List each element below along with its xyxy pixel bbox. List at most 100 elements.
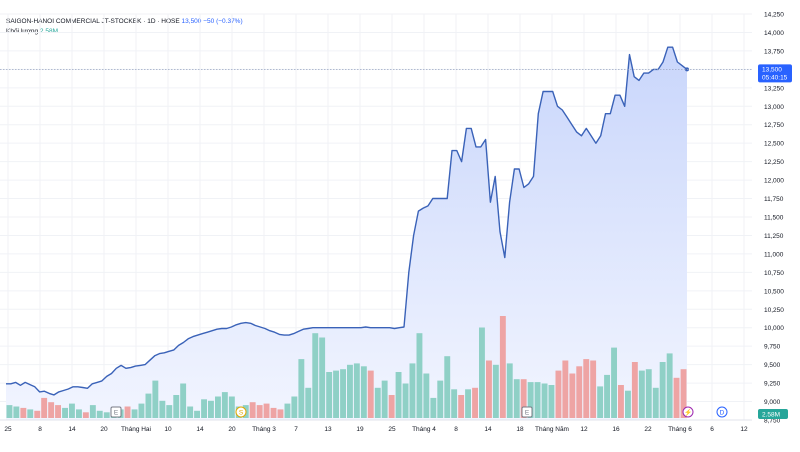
- earnings-icon[interactable]: [521, 406, 533, 418]
- volume-legend: Khối lượng 2.58M: [6, 28, 58, 35]
- volume-bar: [465, 389, 471, 418]
- volume-bar: [430, 397, 437, 418]
- x-tick-label: Tháng 6: [668, 426, 692, 433]
- y-tick-label: 9,750: [764, 344, 781, 351]
- x-tick-label: 25: [388, 426, 396, 433]
- x-tick-label: 18: [516, 426, 524, 433]
- event-marker-label: E: [114, 410, 119, 417]
- volume-bar: [270, 407, 277, 418]
- flash-icon[interactable]: [682, 406, 694, 418]
- volume-bar: [638, 370, 645, 418]
- y-tick-label: 13,750: [764, 48, 784, 55]
- y-tick-label: 8,750: [764, 418, 781, 425]
- volume-bar: [541, 383, 548, 418]
- price-line: [6, 46, 688, 396]
- volume-bar: [416, 333, 423, 418]
- y-tick-label: 10,250: [764, 307, 784, 314]
- x-tick-label: 14: [68, 426, 76, 433]
- volume-bar: [472, 387, 478, 418]
- y-tick-label: 9,500: [764, 362, 781, 369]
- volume-bar: [326, 372, 333, 418]
- price-badge[interactable]: [758, 64, 792, 83]
- volume-bar: [534, 382, 541, 418]
- volume-bar: [263, 403, 270, 418]
- volume-bar: [611, 347, 617, 418]
- volume-bar: [249, 402, 256, 418]
- volume-bar: [319, 337, 326, 418]
- volume-bar: [597, 386, 604, 418]
- volume-bar: [625, 390, 631, 418]
- split-icon[interactable]: [235, 406, 247, 418]
- volume-bar: [506, 363, 513, 418]
- x-tick-label: 16: [612, 426, 620, 433]
- volume-bar: [562, 360, 569, 418]
- y-tick-label: 10,500: [764, 288, 784, 295]
- x-tick-label: 19: [356, 426, 364, 433]
- volume-bar: [374, 387, 381, 418]
- volume-bar: [367, 370, 374, 418]
- volume-bar: [652, 387, 659, 418]
- symbol-title: SAIGON-HANOI COMMERCIAL JT-STOCKBK · 1D …: [6, 18, 180, 25]
- volume-bar: [194, 410, 200, 418]
- volume-bar: [221, 392, 228, 418]
- volume-bar: [6, 405, 13, 418]
- y-tick-label: 11,250: [764, 233, 784, 240]
- price-badge-value: 13,500: [762, 66, 782, 73]
- volume-bar: [423, 373, 430, 418]
- volume-bar: [666, 353, 673, 418]
- volume-bar: [159, 400, 166, 418]
- x-tick-label: 12: [740, 426, 748, 433]
- volume-bar: [673, 377, 680, 418]
- symbol-header: SAIGON-HANOI COMMERCIAL JT-STOCKBK · 1D …: [6, 18, 243, 25]
- volume-bar: [645, 369, 652, 418]
- last-price: 13,500: [181, 18, 202, 25]
- volume-bar: [395, 372, 402, 418]
- earnings-icon[interactable]: [110, 406, 122, 418]
- volume-bar: [458, 395, 465, 418]
- y-tick-label: 13,000: [764, 104, 784, 111]
- y-tick-label: 12,000: [764, 178, 784, 185]
- x-tick-label: 20: [100, 426, 108, 433]
- event-marker-label: S: [239, 410, 244, 417]
- dividend-icon[interactable]: [716, 406, 728, 418]
- volume-bar: [305, 387, 312, 418]
- x-tick-label: 25: [4, 426, 12, 433]
- volume-bar: [360, 366, 367, 418]
- y-tick-label: 13,250: [764, 85, 784, 92]
- x-tick-label: 12: [580, 426, 588, 433]
- volume-bar: [402, 383, 409, 418]
- volume-bar: [590, 360, 597, 418]
- volume-bar: [631, 362, 638, 418]
- volume-bar: [180, 383, 187, 418]
- volume-bar: [284, 403, 291, 418]
- volume-bar: [82, 412, 89, 418]
- volume-bar: [381, 380, 388, 418]
- volume-bar: [215, 396, 221, 418]
- volume-bar: [527, 382, 534, 418]
- volume-badge[interactable]: [758, 409, 788, 419]
- volume-bar: [201, 399, 207, 418]
- volume-bar: [618, 385, 624, 418]
- event-marker-label: ⚡: [684, 409, 692, 417]
- y-tick-label: 9,250: [764, 381, 781, 388]
- volume-bar: [20, 407, 27, 418]
- volume-bar: [659, 362, 666, 418]
- x-tick-label: Tháng Hai: [121, 426, 151, 433]
- volume-bar: [277, 409, 284, 418]
- x-tick-label: 13: [324, 426, 332, 433]
- volume-bar: [479, 327, 485, 418]
- volume-bar: [187, 406, 194, 418]
- volume-bar: [333, 370, 339, 418]
- y-tick-label: 14,000: [764, 30, 784, 37]
- price-area: [6, 47, 687, 420]
- event-marker-label: D: [720, 410, 725, 417]
- volume-bar: [62, 407, 68, 418]
- volume-bar: [131, 409, 138, 418]
- event-marker-label: E: [525, 410, 530, 417]
- volume-bar: [499, 316, 506, 418]
- volume-bar: [340, 369, 346, 418]
- volume-bar: [555, 370, 562, 418]
- volume-bar: [388, 395, 395, 418]
- volume-bar: [437, 380, 444, 418]
